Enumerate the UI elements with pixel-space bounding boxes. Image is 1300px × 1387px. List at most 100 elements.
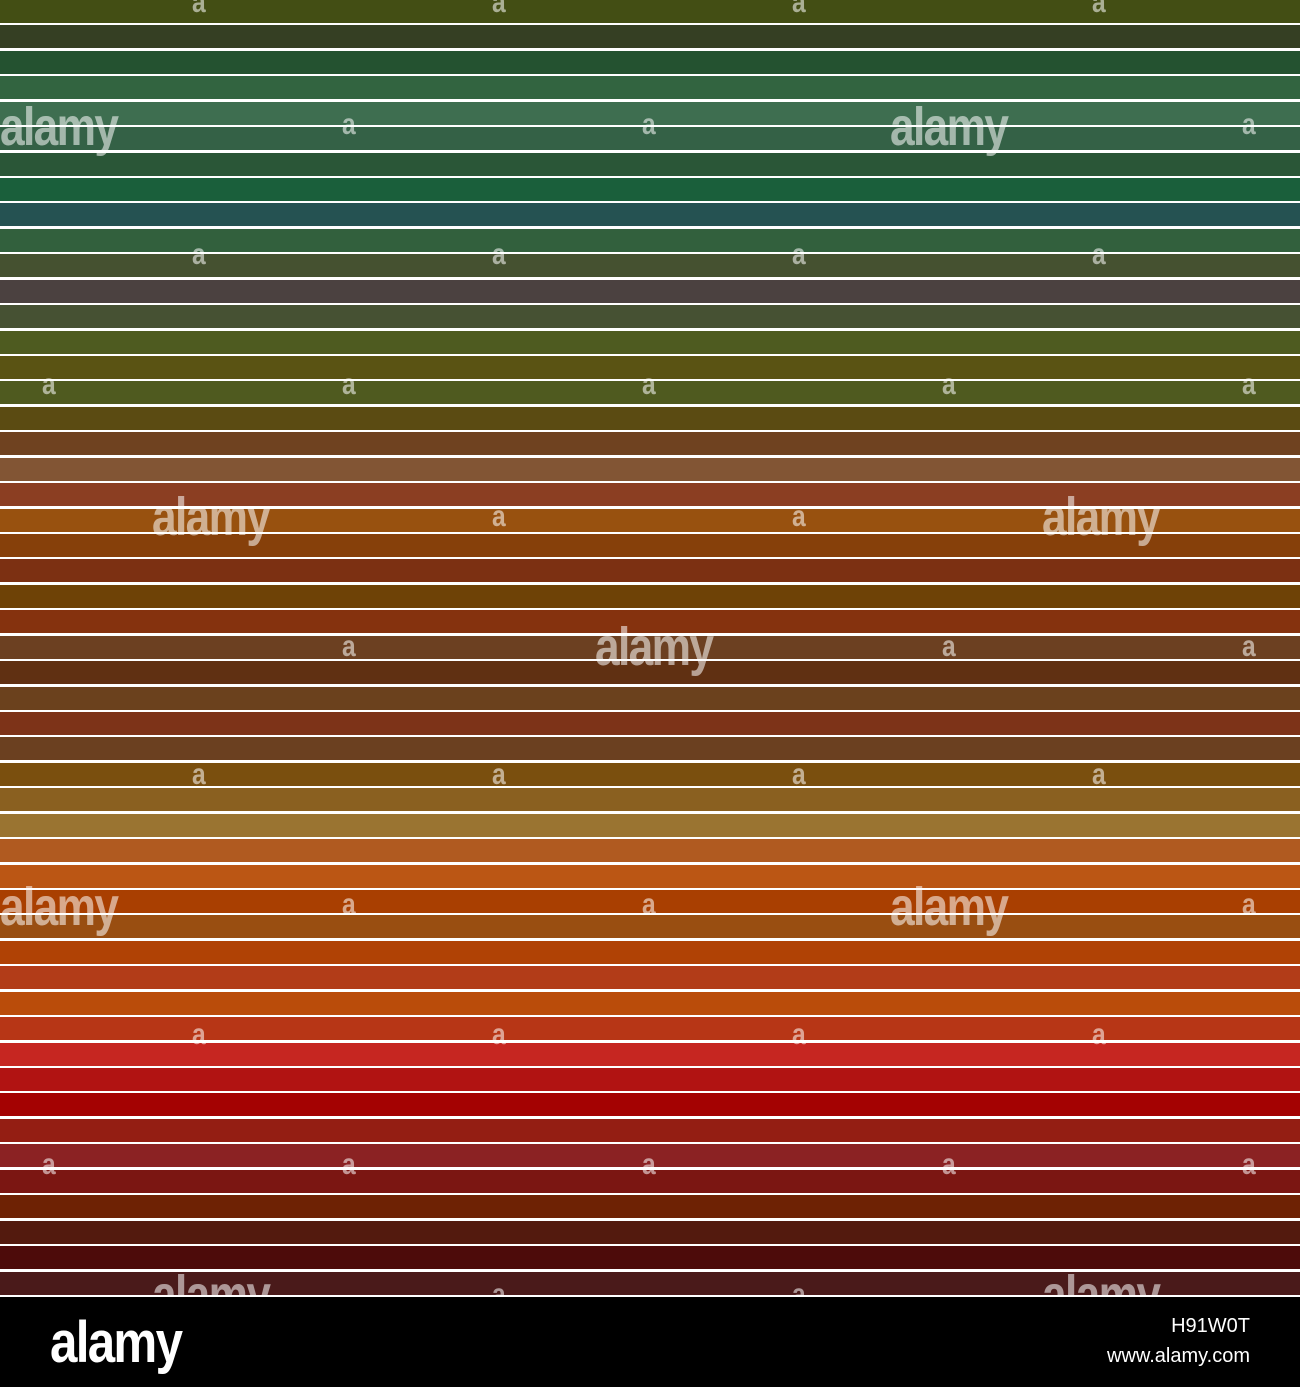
watermark-letter: a <box>642 888 656 921</box>
stripe <box>0 76 1300 100</box>
stripe <box>0 940 1300 964</box>
watermark-logo: alamy <box>595 617 714 677</box>
stripe <box>0 1169 1300 1193</box>
watermark-logo: alamy <box>0 97 119 157</box>
stripe <box>0 839 1300 863</box>
watermark-letter: a <box>492 0 506 19</box>
stripe <box>0 356 1300 380</box>
watermark-letter: a <box>792 758 806 791</box>
stripe <box>0 1246 1300 1270</box>
stripe <box>0 457 1300 481</box>
stripe <box>0 508 1300 532</box>
striped-background <box>0 0 1300 1297</box>
stripe <box>0 203 1300 227</box>
stripe <box>0 1093 1300 1117</box>
watermark-letter: a <box>492 238 506 271</box>
stripe <box>0 737 1300 761</box>
watermark-letter: a <box>792 500 806 533</box>
stripe <box>0 381 1300 405</box>
stripe <box>0 1118 1300 1142</box>
stripe <box>0 254 1300 278</box>
stripe <box>0 890 1300 914</box>
watermark-letter: a <box>342 368 356 401</box>
stripe <box>0 813 1300 837</box>
stripe <box>0 152 1300 176</box>
stripe <box>0 1195 1300 1219</box>
watermark-letter: a <box>42 368 56 401</box>
watermark-letter: a <box>1242 368 1256 401</box>
stripe <box>0 915 1300 939</box>
stripe <box>0 1220 1300 1244</box>
watermark-letter: a <box>192 758 206 791</box>
stripe <box>0 178 1300 201</box>
watermark-letter: a <box>1242 1148 1256 1181</box>
stripe <box>0 661 1300 685</box>
watermark-letter: a <box>342 630 356 663</box>
watermark-letter: a <box>792 238 806 271</box>
stripe <box>0 534 1300 558</box>
stripe <box>0 762 1300 786</box>
watermark-logo: alamy <box>1042 487 1161 547</box>
watermark-letter: a <box>942 368 956 401</box>
stripe <box>0 686 1300 710</box>
stripe <box>0 584 1300 608</box>
watermark-letter: a <box>792 0 806 19</box>
watermark-letter: a <box>642 108 656 141</box>
watermark-letter: a <box>492 500 506 533</box>
stripe <box>0 635 1300 659</box>
image-id: H91W0T <box>1171 1315 1250 1337</box>
stripe <box>0 228 1300 252</box>
watermark-letter: a <box>792 1018 806 1051</box>
watermark-letter: a <box>1242 630 1256 663</box>
watermark-letter: a <box>942 1148 956 1181</box>
watermark-letter: a <box>1092 238 1106 271</box>
stripe <box>0 788 1300 812</box>
stripe <box>0 101 1300 125</box>
stripe <box>0 712 1300 736</box>
watermark-letter: a <box>192 0 206 19</box>
stripe <box>0 1017 1300 1041</box>
stripe <box>0 1042 1300 1066</box>
watermark-letter: a <box>192 238 206 271</box>
stripe <box>0 50 1300 74</box>
stripe <box>0 432 1300 456</box>
stripe <box>0 991 1300 1015</box>
stripe <box>0 1068 1300 1092</box>
stripe <box>0 483 1300 507</box>
stripe <box>0 610 1300 634</box>
watermark-letter: a <box>342 1148 356 1181</box>
stripe <box>0 0 1300 23</box>
watermark-letter: a <box>942 630 956 663</box>
watermark-letter: a <box>1092 1018 1106 1051</box>
watermark-letter: a <box>492 1018 506 1051</box>
stripe <box>0 305 1300 329</box>
watermark-letter: a <box>642 1148 656 1181</box>
footer-bar: alamy H91W0T www.alamy.com <box>0 1297 1300 1387</box>
watermark-logo: alamy <box>0 877 119 937</box>
watermark-letter: a <box>342 108 356 141</box>
stripe <box>0 127 1300 151</box>
watermark-logo: alamy <box>890 877 1009 937</box>
stripe <box>0 1271 1300 1295</box>
alamy-logo: alamy <box>50 1310 183 1375</box>
watermark-letter: a <box>1242 888 1256 921</box>
stripe <box>0 864 1300 888</box>
site-url: www.alamy.com <box>1107 1345 1250 1367</box>
watermark-letter: a <box>1092 0 1106 19</box>
watermark-letter: a <box>492 758 506 791</box>
watermark-letter: a <box>642 368 656 401</box>
watermark-letter: a <box>42 1148 56 1181</box>
watermark-logo: alamy <box>152 487 271 547</box>
stripe <box>0 559 1300 583</box>
stripe <box>0 406 1300 430</box>
watermark-letter: a <box>1092 758 1106 791</box>
watermark-letter: a <box>342 888 356 921</box>
watermark-letter: a <box>192 1018 206 1051</box>
stripe <box>0 330 1300 354</box>
watermark-letter: a <box>1242 108 1256 141</box>
stripe <box>0 279 1300 303</box>
stripe <box>0 25 1300 49</box>
stripe <box>0 1144 1300 1168</box>
stripe <box>0 966 1300 990</box>
watermark-logo: alamy <box>890 97 1009 157</box>
